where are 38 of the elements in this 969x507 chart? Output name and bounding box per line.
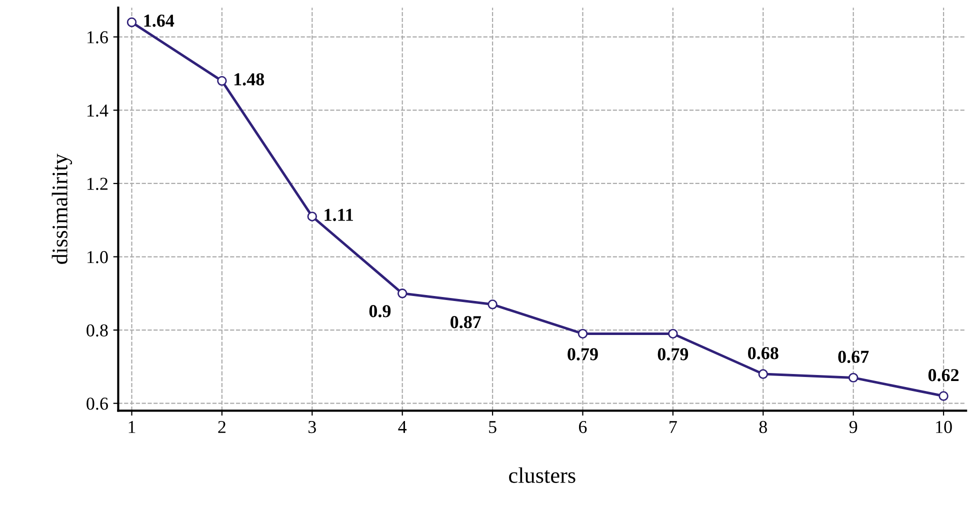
x-tick-label: 7 <box>670 421 677 433</box>
data-label: 0.79 <box>658 348 688 360</box>
x-tick-label: 10 <box>936 420 952 434</box>
data-label: 0.68 <box>748 347 778 360</box>
point <box>217 76 227 86</box>
point <box>758 369 768 379</box>
y-tick-label: 1.2 <box>88 178 108 190</box>
data-label: 0.67 <box>838 350 869 363</box>
point <box>397 288 408 298</box>
y-tick-label: 0.6 <box>86 398 108 410</box>
x-tick-label: 3 <box>308 420 316 434</box>
point <box>488 300 498 310</box>
y-axis-title: dissimalirity <box>52 154 72 264</box>
y-tick-label: 1.4 <box>88 104 108 117</box>
x-tick-label: 4 <box>398 421 407 433</box>
data-label: 0.9 <box>369 305 391 318</box>
data-label: 0.87 <box>450 316 481 328</box>
point <box>938 391 948 401</box>
data-label: 1.48 <box>234 73 264 86</box>
x-tick-label: 8 <box>759 420 767 434</box>
y-tick-label: 0.8 <box>86 324 108 337</box>
y-tick-label: 1.6 <box>88 31 108 44</box>
x-tick-label: 5 <box>489 421 496 434</box>
data-label: 0.62 <box>928 369 959 382</box>
x-axis-title: clusters <box>509 467 576 483</box>
x-tick-label: 1 <box>128 421 136 433</box>
x-tick-label: 9 <box>849 420 858 434</box>
point <box>307 212 318 222</box>
point <box>668 328 678 339</box>
point <box>848 372 858 383</box>
y-tick-label: 1.0 <box>88 251 108 264</box>
data-label: 1.64 <box>144 14 174 27</box>
point <box>578 328 588 339</box>
point <box>126 17 137 28</box>
data-label: 1.11 <box>324 208 353 222</box>
data-label: 0.79 <box>568 348 598 360</box>
x-tick-label: 2 <box>218 420 226 433</box>
x-tick-label: 6 <box>579 420 587 434</box>
